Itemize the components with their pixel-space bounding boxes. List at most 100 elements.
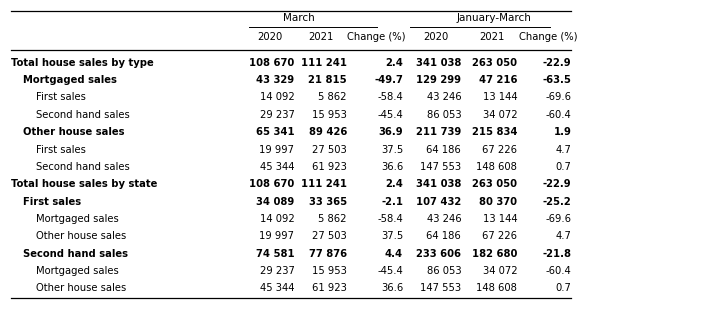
Text: 211 739: 211 739 xyxy=(416,127,461,137)
Text: 29 237: 29 237 xyxy=(260,110,295,120)
Text: 21 815: 21 815 xyxy=(308,75,347,85)
Text: 108 670: 108 670 xyxy=(250,179,295,189)
Text: 341 038: 341 038 xyxy=(416,179,461,189)
Text: 2.4: 2.4 xyxy=(385,58,403,68)
Text: 64 186: 64 186 xyxy=(426,231,461,241)
Text: 36.9: 36.9 xyxy=(378,127,403,137)
Text: Total house sales by type: Total house sales by type xyxy=(11,58,154,68)
Text: 47 216: 47 216 xyxy=(479,75,517,85)
Text: 111 241: 111 241 xyxy=(301,58,347,68)
Text: -58.4: -58.4 xyxy=(378,92,403,102)
Text: 13 144: 13 144 xyxy=(483,92,517,102)
Text: Mortgaged sales: Mortgaged sales xyxy=(24,75,117,85)
Text: 263 050: 263 050 xyxy=(473,58,517,68)
Text: 43 329: 43 329 xyxy=(256,75,295,85)
Text: -22.9: -22.9 xyxy=(543,179,571,189)
Text: 2.4: 2.4 xyxy=(385,179,403,189)
Text: 36.6: 36.6 xyxy=(381,162,403,172)
Text: 129 299: 129 299 xyxy=(416,75,461,85)
Text: 13 144: 13 144 xyxy=(483,214,517,224)
Text: 111 241: 111 241 xyxy=(301,179,347,189)
Text: -25.2: -25.2 xyxy=(543,196,571,207)
Text: 27 503: 27 503 xyxy=(312,145,347,154)
Text: 67 226: 67 226 xyxy=(482,145,517,154)
Text: 14 092: 14 092 xyxy=(260,214,295,224)
Text: Change (%): Change (%) xyxy=(347,32,405,42)
Text: 2020: 2020 xyxy=(423,32,448,42)
Text: -69.6: -69.6 xyxy=(546,214,571,224)
Text: 182 680: 182 680 xyxy=(472,249,517,259)
Text: 67 226: 67 226 xyxy=(482,231,517,241)
Text: 89 426: 89 426 xyxy=(309,127,347,137)
Text: 80 370: 80 370 xyxy=(479,196,517,207)
Text: 4.4: 4.4 xyxy=(385,249,403,259)
Text: March: March xyxy=(283,13,315,23)
Text: -63.5: -63.5 xyxy=(543,75,571,85)
Text: 34 072: 34 072 xyxy=(483,266,517,276)
Text: 5 862: 5 862 xyxy=(318,92,347,102)
Text: -58.4: -58.4 xyxy=(378,214,403,224)
Text: -45.4: -45.4 xyxy=(378,110,403,120)
Text: 147 553: 147 553 xyxy=(420,162,461,172)
Text: 33 365: 33 365 xyxy=(309,196,347,207)
Text: 86 053: 86 053 xyxy=(427,110,461,120)
Text: Change (%): Change (%) xyxy=(519,32,577,42)
Text: 61 923: 61 923 xyxy=(312,162,347,172)
Text: 233 606: 233 606 xyxy=(416,249,461,259)
Text: 2020: 2020 xyxy=(257,32,282,42)
Text: January-March: January-March xyxy=(457,13,531,23)
Text: Second hand sales: Second hand sales xyxy=(36,110,129,120)
Text: 45 344: 45 344 xyxy=(260,283,295,294)
Text: 37.5: 37.5 xyxy=(381,231,403,241)
Text: -21.8: -21.8 xyxy=(542,249,571,259)
Text: 263 050: 263 050 xyxy=(473,179,517,189)
Text: 15 953: 15 953 xyxy=(312,266,347,276)
Text: 74 581: 74 581 xyxy=(256,249,295,259)
Text: -60.4: -60.4 xyxy=(546,110,571,120)
Text: 15 953: 15 953 xyxy=(312,110,347,120)
Text: 34 072: 34 072 xyxy=(483,110,517,120)
Text: 34 089: 34 089 xyxy=(256,196,295,207)
Text: 43 246: 43 246 xyxy=(427,214,461,224)
Text: 4.7: 4.7 xyxy=(556,231,571,241)
Text: 0.7: 0.7 xyxy=(556,283,571,294)
Text: 108 670: 108 670 xyxy=(250,58,295,68)
Text: 65 341: 65 341 xyxy=(256,127,295,137)
Text: 215 834: 215 834 xyxy=(472,127,517,137)
Text: -49.7: -49.7 xyxy=(374,75,403,85)
Text: Second hand sales: Second hand sales xyxy=(36,162,129,172)
Text: 77 876: 77 876 xyxy=(309,249,347,259)
Text: First sales: First sales xyxy=(24,196,82,207)
Text: Second hand sales: Second hand sales xyxy=(24,249,128,259)
Text: -45.4: -45.4 xyxy=(378,266,403,276)
Text: 148 608: 148 608 xyxy=(476,162,517,172)
Text: 107 432: 107 432 xyxy=(416,196,461,207)
Text: 2021: 2021 xyxy=(308,32,334,42)
Text: 19 997: 19 997 xyxy=(260,231,295,241)
Text: 19 997: 19 997 xyxy=(260,145,295,154)
Text: 86 053: 86 053 xyxy=(427,266,461,276)
Text: Other house sales: Other house sales xyxy=(36,231,126,241)
Text: 37.5: 37.5 xyxy=(381,145,403,154)
Text: 43 246: 43 246 xyxy=(427,92,461,102)
Text: 29 237: 29 237 xyxy=(260,266,295,276)
Text: 147 553: 147 553 xyxy=(420,283,461,294)
Text: First sales: First sales xyxy=(36,92,86,102)
Text: 5 862: 5 862 xyxy=(318,214,347,224)
Text: Other house sales: Other house sales xyxy=(36,283,126,294)
Text: 64 186: 64 186 xyxy=(426,145,461,154)
Text: 4.7: 4.7 xyxy=(556,145,571,154)
Text: 14 092: 14 092 xyxy=(260,92,295,102)
Text: 341 038: 341 038 xyxy=(416,58,461,68)
Text: -2.1: -2.1 xyxy=(381,196,403,207)
Text: 45 344: 45 344 xyxy=(260,162,295,172)
Text: -60.4: -60.4 xyxy=(546,266,571,276)
Text: First sales: First sales xyxy=(36,145,86,154)
Text: 2021: 2021 xyxy=(479,32,505,42)
Text: Mortgaged sales: Mortgaged sales xyxy=(36,266,119,276)
Text: -22.9: -22.9 xyxy=(543,58,571,68)
Text: 36.6: 36.6 xyxy=(381,283,403,294)
Text: 148 608: 148 608 xyxy=(476,283,517,294)
Text: -69.6: -69.6 xyxy=(546,92,571,102)
Text: Mortgaged sales: Mortgaged sales xyxy=(36,214,119,224)
